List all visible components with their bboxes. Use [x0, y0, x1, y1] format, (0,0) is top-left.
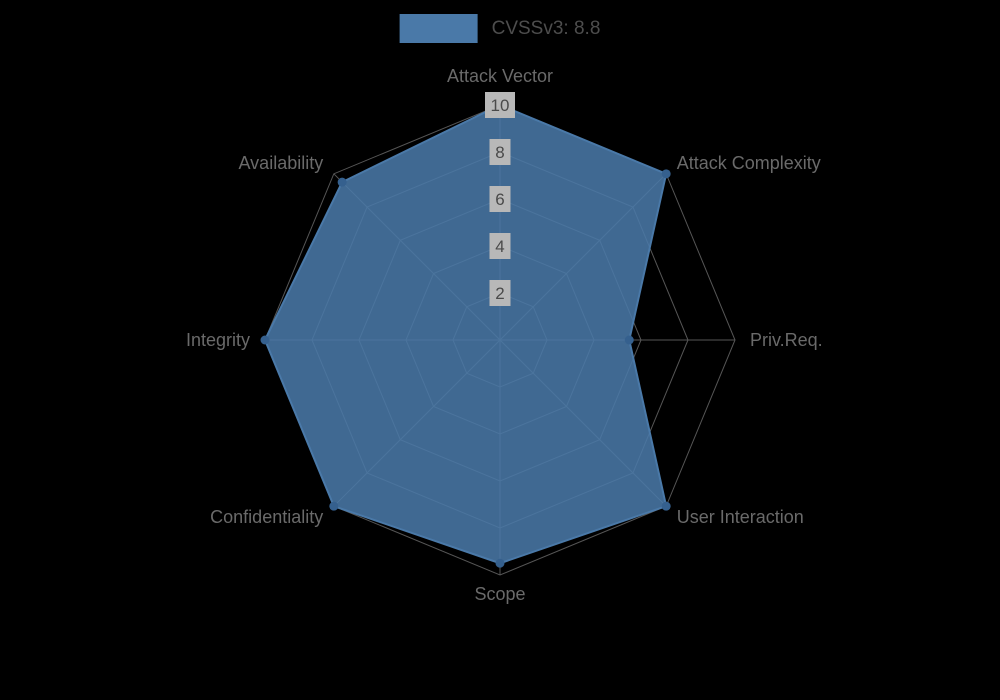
- tick-label-box: [489, 186, 511, 212]
- axis-label-user-interaction: User Interaction: [677, 507, 804, 527]
- axis-label-attack-vector: Attack Vector: [447, 66, 553, 86]
- radar-vertex-dot: [329, 501, 339, 511]
- radar-vertex-dot: [495, 558, 505, 568]
- radar-tick-labels: 2 4 6 8 10: [485, 92, 515, 306]
- tick-label-box: [489, 233, 511, 259]
- legend-label[interactable]: CVSSv3: 8.8: [491, 18, 601, 39]
- axis-label-confidentiality: Confidentiality: [210, 507, 323, 527]
- tick-label: 8: [495, 143, 504, 162]
- tick-label-box: [485, 92, 515, 118]
- radar-axis-labels: Attack Vector Attack Complexity Priv.Req. U…: [186, 66, 823, 604]
- axis-label-availability: Availability: [239, 153, 324, 173]
- axis-label-attack-complexity: Attack Complexity: [677, 153, 821, 173]
- tick-label-box: [489, 139, 511, 165]
- radar-vertex-dot: [260, 335, 270, 345]
- tick-label: 6: [495, 190, 504, 209]
- tick-label: 4: [495, 237, 504, 256]
- radar-polygon: [264, 104, 668, 565]
- radar-series: [260, 100, 671, 568]
- tick-label: 10: [491, 96, 510, 115]
- radar-vertex-dot: [624, 335, 634, 345]
- axis-label-integrity: Integrity: [186, 330, 250, 350]
- axis-label-scope: Scope: [474, 584, 525, 604]
- radar-vertex-dot: [661, 169, 671, 179]
- tick-label: 2: [495, 284, 504, 303]
- legend[interactable]: CVSSv3: 8.8: [399, 14, 601, 43]
- tick-label-box: [489, 280, 511, 306]
- radar-vertex-dot: [337, 177, 347, 187]
- radar-vertex-dot: [661, 501, 671, 511]
- legend-swatch[interactable]: [399, 14, 478, 43]
- axis-label-priv-req: Priv.Req.: [750, 330, 823, 350]
